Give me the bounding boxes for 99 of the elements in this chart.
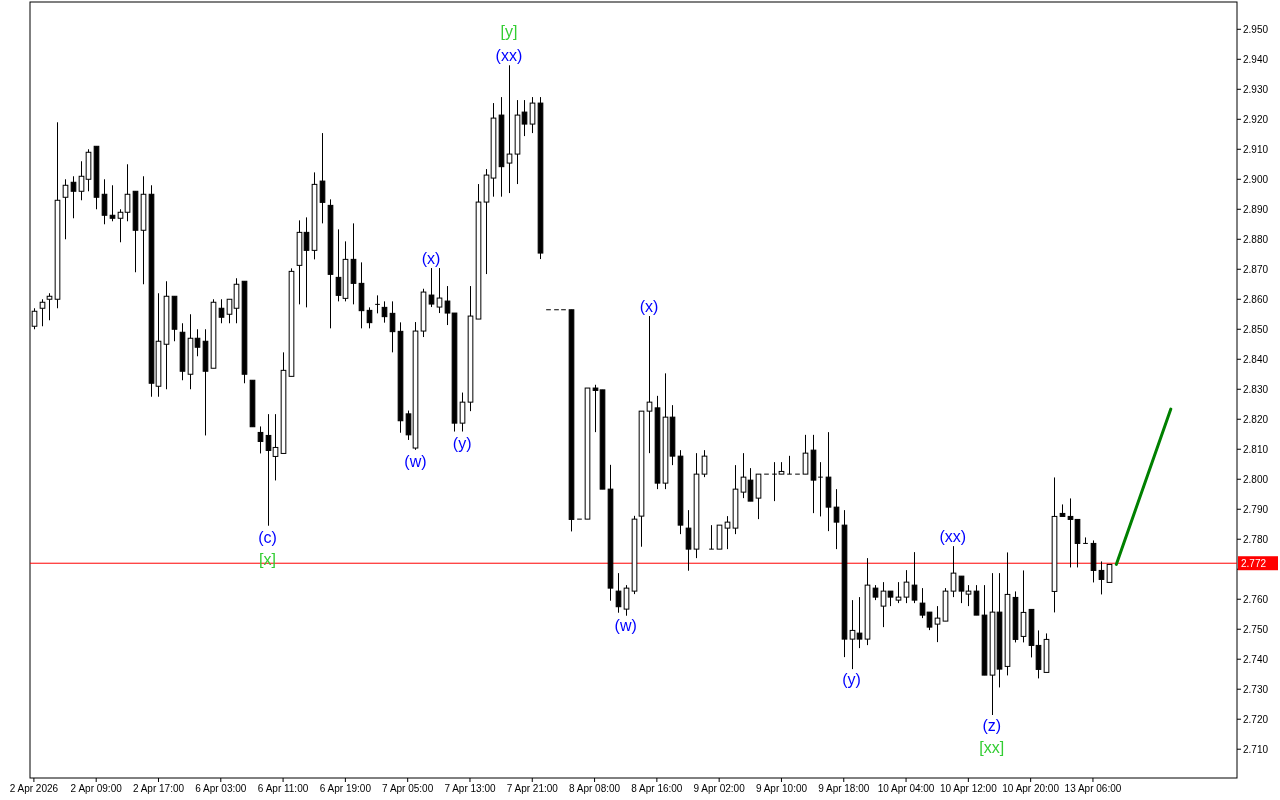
candlestick: [833, 488, 840, 550]
candlestick: [701, 449, 708, 478]
candlestick: [428, 267, 435, 308]
candlestick: [1082, 536, 1089, 544]
candlestick: [856, 596, 863, 649]
annotation: (y): [842, 670, 861, 688]
candlestick: [817, 461, 824, 517]
candlestick: [919, 587, 926, 619]
x-tick-label: 10 Apr 12:00: [939, 783, 998, 794]
y-tick-label: 2.740: [1243, 653, 1269, 665]
x-tick-label: 9 Apr 02:00: [693, 783, 746, 794]
y-tick-label: 2.730: [1243, 683, 1269, 695]
y-tick-label: 2.840: [1243, 353, 1269, 365]
candlestick: [1067, 497, 1074, 568]
candlestick: [747, 467, 754, 502]
y-tick-label: 2.800: [1243, 473, 1269, 485]
candlestick: [615, 572, 622, 614]
x-tick-label: 8 Apr 08:00: [568, 783, 621, 794]
y-tick-label: 2.880: [1243, 233, 1269, 245]
annotation: (w): [614, 617, 637, 635]
candlestick: [880, 581, 887, 628]
x-tick-label: 6 Apr 19:00: [319, 783, 372, 794]
x-tick-label: 13 Apr 06:00: [1064, 783, 1122, 794]
x-tick-label: 2 Apr 17:00: [132, 783, 185, 794]
candlestick: [708, 524, 715, 550]
y-tick-label: 2.900: [1243, 173, 1269, 185]
candlestick: [529, 96, 536, 134]
candlestick: [117, 208, 124, 243]
candlestick: [109, 184, 116, 222]
candlestick: [771, 461, 778, 502]
candlestick: [459, 392, 466, 433]
y-tick-label: 2.850: [1243, 323, 1269, 335]
y-tick-label: 2.920: [1243, 113, 1269, 125]
candlestick: [716, 524, 723, 550]
candlestick: [724, 515, 731, 550]
annotation: (x): [639, 297, 659, 315]
candlestick: [895, 581, 902, 604]
annotation: (x): [421, 249, 441, 267]
candlestick: [903, 569, 910, 604]
ref-line-label: 2.772: [1241, 557, 1267, 569]
y-tick-label: 2.830: [1243, 383, 1269, 395]
y-tick-label: 2.870: [1243, 263, 1269, 275]
candlestick: [444, 285, 451, 326]
x-tick-label: 2 Apr 09:00: [70, 783, 123, 794]
candlestick: [755, 473, 762, 520]
candlestick: [802, 434, 809, 475]
annotation: [xx]: [979, 738, 1005, 756]
annotation: [y]: [500, 22, 518, 40]
x-tick-label: 9 Apr 18:00: [818, 783, 870, 794]
annotation: (c): [258, 529, 277, 547]
x-tick-label: 6 Apr 11:00: [257, 783, 309, 794]
candlestick: [965, 584, 972, 607]
y-tick-label: 2.890: [1243, 203, 1269, 215]
candlestick: [506, 64, 513, 194]
candlestick: [623, 584, 630, 617]
annotation: (z): [982, 716, 1002, 734]
y-tick-label: 2.910: [1243, 143, 1269, 155]
annotation: (w): [404, 453, 427, 471]
annotation: (xx): [939, 527, 967, 545]
y-tick-label: 2.940: [1243, 53, 1269, 65]
y-tick-label: 2.820: [1243, 413, 1269, 425]
x-tick-label: 10 Apr 04:00: [877, 783, 935, 794]
x-tick-label: 8 Apr 16:00: [631, 783, 683, 794]
y-tick-label: 2.930: [1243, 83, 1269, 95]
annotation: (y): [452, 435, 472, 453]
y-tick-label: 2.810: [1243, 443, 1269, 455]
candlestick: [685, 509, 692, 572]
candlestick: [740, 452, 747, 499]
candlestick: [849, 599, 856, 670]
candlestick: [958, 575, 965, 604]
candlestick: [934, 605, 941, 643]
x-tick-label: 9 Apr 10:00: [755, 783, 808, 794]
candlestick: [39, 298, 46, 327]
candlestick: [592, 384, 599, 433]
y-tick-label: 2.760: [1243, 593, 1269, 605]
x-tick-label: 2 Apr 2026: [9, 783, 59, 794]
candlestick: [950, 545, 957, 598]
x-tick-label: 7 Apr 21:00: [506, 783, 559, 794]
x-tick-label: 10 Apr 20:00: [1002, 783, 1060, 794]
y-tick-label: 2.860: [1243, 293, 1269, 305]
candlestick: [319, 132, 326, 224]
candlestick: [436, 267, 443, 314]
x-tick-label: 6 Apr 03:00: [195, 783, 247, 794]
annotation: (xx): [495, 46, 523, 64]
y-tick-label: 2.720: [1243, 713, 1269, 725]
y-tick-label: 2.780: [1243, 533, 1269, 545]
candlestick: [973, 584, 980, 616]
y-tick-label: 2.790: [1243, 503, 1269, 515]
y-tick-label: 2.750: [1243, 623, 1269, 635]
candlestick: [521, 99, 528, 137]
y-tick-label: 2.950: [1243, 23, 1269, 35]
x-tick-label: 7 Apr 05:00: [382, 783, 434, 794]
candlestick: [374, 294, 381, 314]
candlestick: [911, 551, 918, 604]
y-tick-label: 2.710: [1243, 743, 1269, 755]
candlestick: [646, 315, 653, 454]
candlestick: [46, 292, 53, 321]
candlestick: [786, 455, 793, 475]
x-tick-label: 7 Apr 13:00: [444, 783, 496, 794]
